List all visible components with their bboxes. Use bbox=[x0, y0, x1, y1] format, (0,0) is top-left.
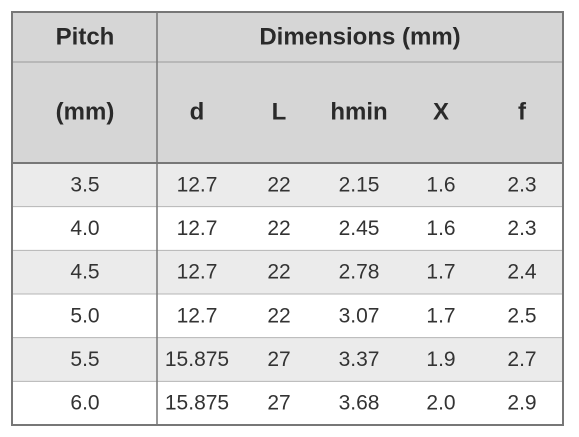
row-background bbox=[12, 163, 563, 207]
row-background bbox=[12, 294, 563, 338]
cell: 5.0 bbox=[70, 304, 99, 327]
cell: 6.0 bbox=[70, 392, 99, 415]
header-cell: L bbox=[272, 98, 287, 125]
header-cell: d bbox=[190, 98, 205, 125]
cell: 2.3 bbox=[507, 173, 536, 196]
cell: 15.875 bbox=[165, 392, 229, 415]
cell: 22 bbox=[267, 261, 290, 284]
cell: 12.7 bbox=[177, 173, 218, 196]
cell: 2.7 bbox=[507, 348, 536, 371]
cell: 22 bbox=[267, 217, 290, 240]
cell: 2.5 bbox=[507, 304, 536, 327]
header-cell: Pitch bbox=[56, 23, 115, 50]
cell: 27 bbox=[267, 392, 290, 415]
row-background bbox=[12, 206, 563, 251]
cell: 5.5 bbox=[70, 348, 99, 371]
header-cell: X bbox=[433, 98, 449, 125]
cell: 27 bbox=[267, 348, 290, 371]
header-cell: hmin bbox=[330, 98, 387, 125]
cell: 12.7 bbox=[177, 261, 218, 284]
cell: 2.4 bbox=[507, 261, 537, 284]
cell: 3.37 bbox=[339, 348, 380, 371]
header-cell: (mm) bbox=[56, 98, 115, 125]
cell: 12.7 bbox=[177, 304, 218, 327]
cell: 3.5 bbox=[70, 173, 99, 196]
cell: 1.7 bbox=[426, 261, 455, 284]
cell: 4.5 bbox=[70, 261, 99, 284]
cell: 2.15 bbox=[339, 173, 380, 196]
header-cell: f bbox=[518, 98, 527, 125]
cell: 1.9 bbox=[426, 348, 455, 371]
cell: 1.6 bbox=[426, 173, 455, 196]
cell: 12.7 bbox=[177, 217, 218, 240]
cell: 2.78 bbox=[339, 261, 380, 284]
header-cell: Dimensions (mm) bbox=[259, 23, 460, 50]
cell: 2.9 bbox=[507, 392, 536, 415]
table-border bbox=[11, 11, 564, 426]
cell: 1.7 bbox=[426, 304, 455, 327]
cell: 3.07 bbox=[339, 304, 380, 327]
cell: 4.0 bbox=[70, 217, 99, 240]
row-background bbox=[12, 381, 563, 426]
row-background bbox=[12, 250, 563, 295]
cell: 2.45 bbox=[339, 217, 380, 240]
cell: 22 bbox=[267, 173, 290, 196]
cell: 1.6 bbox=[426, 217, 455, 240]
body: 3.5 12.7 22 2.15 1.6 2.3 4.0 12.7 22 2.45 1.6 2.3 4.… bbox=[12, 163, 563, 426]
cell: 2.0 bbox=[426, 392, 455, 415]
cell: 3.68 bbox=[339, 392, 380, 415]
cell: 15.875 bbox=[165, 348, 229, 371]
cell: 22 bbox=[267, 304, 290, 327]
cell: 2.3 bbox=[507, 217, 536, 240]
row-background bbox=[12, 337, 563, 382]
header-background bbox=[12, 12, 563, 163]
